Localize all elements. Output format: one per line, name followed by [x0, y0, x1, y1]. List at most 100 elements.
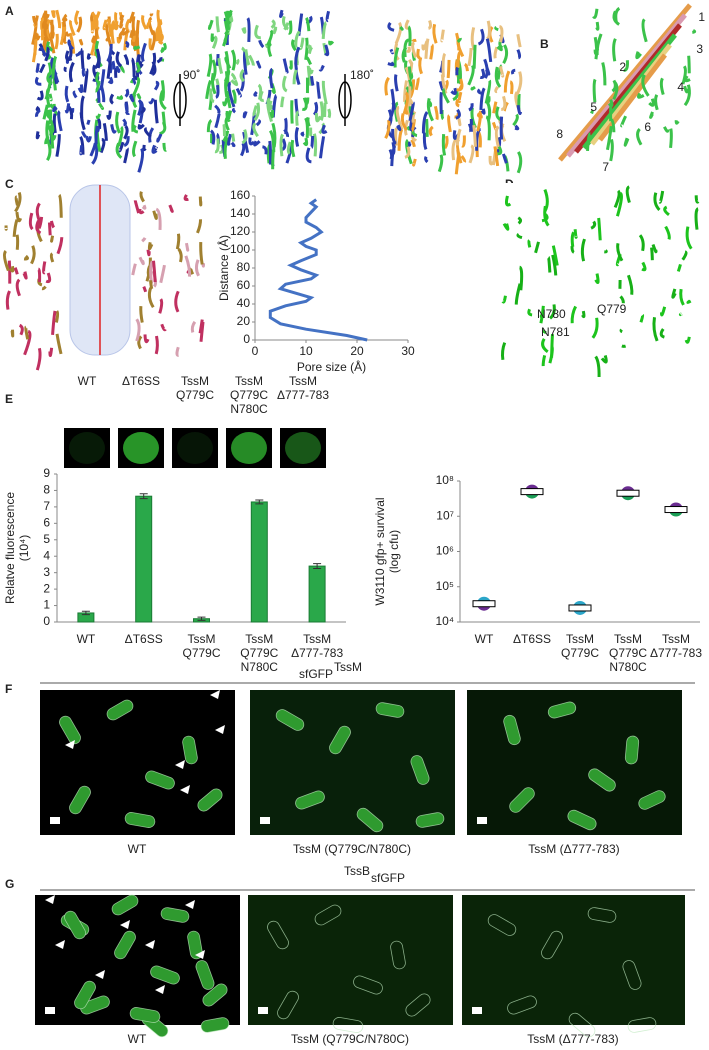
- helix: [294, 126, 300, 147]
- scale-bar: [260, 817, 270, 824]
- helix: [304, 37, 309, 61]
- helix: [514, 124, 520, 131]
- helix: [676, 263, 682, 272]
- x-tick-label: ΔT6SS: [124, 632, 163, 646]
- cell: [503, 714, 521, 746]
- helix: [132, 124, 139, 134]
- helix: [139, 191, 145, 203]
- helix: [239, 72, 245, 92]
- helix: [441, 133, 447, 156]
- helix: [61, 26, 67, 39]
- helix: [440, 29, 445, 43]
- helix: [143, 127, 152, 138]
- helix: [437, 154, 444, 173]
- helix: [455, 98, 460, 108]
- helix: [49, 252, 55, 263]
- helix: [140, 106, 146, 115]
- structure-image: [586, 7, 697, 162]
- helix: [551, 245, 559, 266]
- helix: [516, 233, 523, 240]
- x-tick-label: 0: [252, 344, 259, 358]
- mean-bar: [616, 489, 640, 497]
- helix: [133, 45, 141, 50]
- cell: [314, 904, 342, 926]
- helix: [663, 205, 670, 216]
- helix: [543, 205, 550, 227]
- y-axis-unit: (10⁴): [17, 535, 31, 562]
- helix: [81, 67, 86, 78]
- helix: [64, 103, 71, 114]
- helix: [669, 128, 673, 149]
- helix: [627, 274, 634, 295]
- helix: [598, 53, 667, 142]
- helix: [189, 266, 195, 275]
- cell: [295, 790, 325, 810]
- helix: [105, 36, 111, 42]
- helix: [406, 125, 411, 131]
- helix: [597, 217, 602, 241]
- helix: [244, 49, 251, 66]
- arrowhead: [185, 900, 195, 909]
- bar: [308, 565, 326, 623]
- y-tick-label: 10⁴: [435, 614, 454, 628]
- helix: [272, 26, 278, 35]
- arrowhead: [195, 950, 205, 959]
- helix: [91, 35, 97, 44]
- helix: [222, 123, 227, 137]
- helix: [586, 132, 592, 152]
- helix: [72, 90, 78, 99]
- helix: [242, 111, 248, 119]
- y-tick-label: 160: [230, 188, 250, 202]
- helix: [75, 50, 82, 57]
- helix: [124, 103, 131, 115]
- helix: [145, 19, 152, 30]
- helix: [190, 320, 197, 333]
- cell: [267, 920, 289, 950]
- helix: [516, 49, 522, 60]
- helix: [501, 153, 508, 164]
- helix: [619, 328, 623, 334]
- helix: [305, 147, 312, 164]
- helix: [241, 129, 248, 145]
- arrowhead: [120, 920, 130, 929]
- helix: [248, 54, 255, 66]
- cell: [390, 940, 406, 970]
- helix: [123, 136, 130, 148]
- helix: [23, 329, 32, 356]
- helix: [479, 68, 486, 80]
- y-axis-label: Relatve fluorescence: [3, 492, 17, 604]
- helix: [206, 119, 213, 133]
- helix: [405, 46, 411, 53]
- helix: [484, 79, 492, 104]
- helix: [95, 113, 102, 120]
- helix: [86, 119, 91, 126]
- x-tick-label: 30: [401, 344, 415, 358]
- helix: [683, 85, 690, 94]
- helix: [570, 231, 575, 247]
- helix: [324, 44, 330, 57]
- helix: [511, 68, 516, 75]
- helix: [224, 56, 232, 69]
- helix: [566, 13, 687, 158]
- helix: [404, 19, 410, 30]
- helix: [595, 21, 600, 31]
- helix: [15, 278, 21, 297]
- y-tick-label: 10⁷: [436, 508, 454, 522]
- helix: [155, 207, 162, 231]
- helix: [50, 10, 56, 19]
- cell: [275, 709, 305, 731]
- helix: [46, 109, 53, 126]
- helix: [414, 77, 420, 91]
- helix: [64, 85, 70, 103]
- helix: [283, 22, 290, 31]
- arrowhead: [215, 725, 225, 734]
- helix: [50, 57, 58, 76]
- helix: [570, 305, 577, 324]
- cell: [547, 701, 577, 719]
- helix: [137, 98, 143, 116]
- helix: [286, 141, 292, 155]
- cell: [202, 983, 228, 1007]
- well-spot: [285, 432, 321, 464]
- helix: [224, 16, 232, 25]
- helix: [407, 86, 412, 109]
